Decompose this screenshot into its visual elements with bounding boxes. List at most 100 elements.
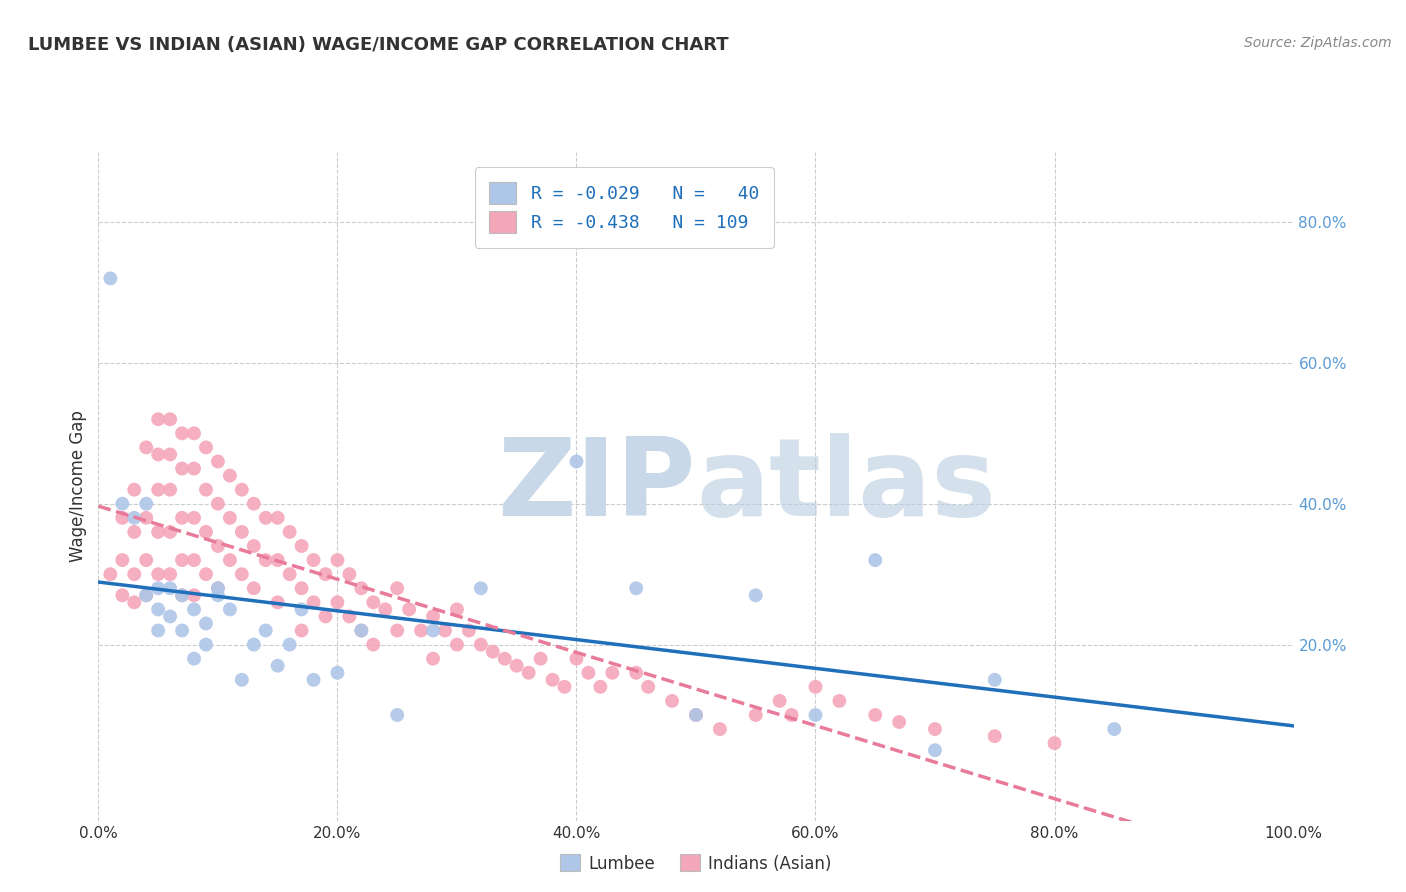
Point	[219, 468, 242, 483]
Point	[148, 581, 170, 595]
Point	[159, 524, 181, 539]
Point	[183, 588, 205, 602]
Point	[243, 539, 266, 553]
Point	[422, 651, 444, 665]
Point	[517, 665, 540, 680]
Point	[576, 665, 599, 680]
Point	[863, 553, 887, 567]
Point	[124, 524, 146, 539]
Point	[267, 511, 290, 525]
Point	[411, 624, 433, 638]
Point	[339, 567, 360, 582]
Point	[98, 271, 122, 285]
Point	[183, 426, 205, 441]
Point	[172, 511, 194, 525]
Point	[315, 567, 337, 582]
Point	[254, 511, 277, 525]
Point	[745, 588, 768, 602]
Point	[231, 524, 253, 539]
Point	[363, 638, 385, 652]
Point	[470, 638, 492, 652]
Point	[889, 714, 911, 729]
Point	[207, 454, 229, 468]
Point	[243, 581, 266, 595]
Point	[984, 673, 1007, 687]
Point	[374, 602, 396, 616]
Point	[422, 609, 444, 624]
Point	[302, 553, 325, 567]
Point	[541, 673, 564, 687]
Point	[194, 524, 218, 539]
Point	[446, 602, 468, 616]
Point	[194, 638, 218, 652]
Point	[302, 673, 325, 687]
Point	[135, 511, 157, 525]
Point	[267, 553, 290, 567]
Point	[172, 588, 194, 602]
Point	[554, 680, 576, 694]
Point	[243, 638, 266, 652]
Legend: Lumbee, Indians (Asian): Lumbee, Indians (Asian)	[554, 847, 838, 880]
Point	[267, 658, 290, 673]
Point	[291, 581, 314, 595]
Point	[135, 497, 157, 511]
Point	[243, 497, 266, 511]
Point	[267, 595, 290, 609]
Point	[385, 624, 409, 638]
Point	[924, 722, 946, 736]
Point	[124, 483, 146, 497]
Point	[183, 602, 205, 616]
Point	[326, 595, 349, 609]
Point	[350, 624, 373, 638]
Point	[278, 638, 301, 652]
Point	[159, 412, 181, 426]
Point	[207, 581, 229, 595]
Point	[172, 461, 194, 475]
Point	[231, 483, 253, 497]
Point	[183, 461, 205, 475]
Point	[172, 426, 194, 441]
Point	[159, 567, 181, 582]
Point	[626, 581, 648, 595]
Point	[172, 624, 194, 638]
Point	[219, 553, 242, 567]
Point	[602, 665, 624, 680]
Point	[148, 524, 170, 539]
Point	[183, 511, 205, 525]
Point	[385, 581, 409, 595]
Point	[183, 553, 205, 567]
Point	[194, 483, 218, 497]
Point	[111, 511, 134, 525]
Point	[194, 441, 218, 455]
Point	[1102, 722, 1125, 736]
Point	[135, 588, 157, 602]
Point	[148, 624, 170, 638]
Point	[529, 651, 551, 665]
Text: LUMBEE VS INDIAN (ASIAN) WAGE/INCOME GAP CORRELATION CHART: LUMBEE VS INDIAN (ASIAN) WAGE/INCOME GAP…	[28, 36, 728, 54]
Point	[494, 651, 516, 665]
Point	[207, 581, 229, 595]
Point	[385, 708, 409, 723]
Point	[111, 553, 134, 567]
Point	[589, 680, 612, 694]
Point	[302, 595, 325, 609]
Text: Source: ZipAtlas.com: Source: ZipAtlas.com	[1244, 36, 1392, 50]
Point	[111, 497, 134, 511]
Point	[481, 645, 505, 659]
Point	[124, 511, 146, 525]
Point	[458, 624, 481, 638]
Point	[350, 624, 373, 638]
Point	[207, 497, 229, 511]
Point	[637, 680, 659, 694]
Point	[159, 609, 181, 624]
Y-axis label: Wage/Income Gap: Wage/Income Gap	[69, 410, 87, 562]
Point	[326, 553, 349, 567]
Point	[278, 567, 301, 582]
Point	[745, 708, 768, 723]
Point	[254, 553, 277, 567]
Point	[148, 412, 170, 426]
Point	[422, 624, 444, 638]
Point	[231, 673, 253, 687]
Point	[148, 602, 170, 616]
Point	[350, 581, 373, 595]
